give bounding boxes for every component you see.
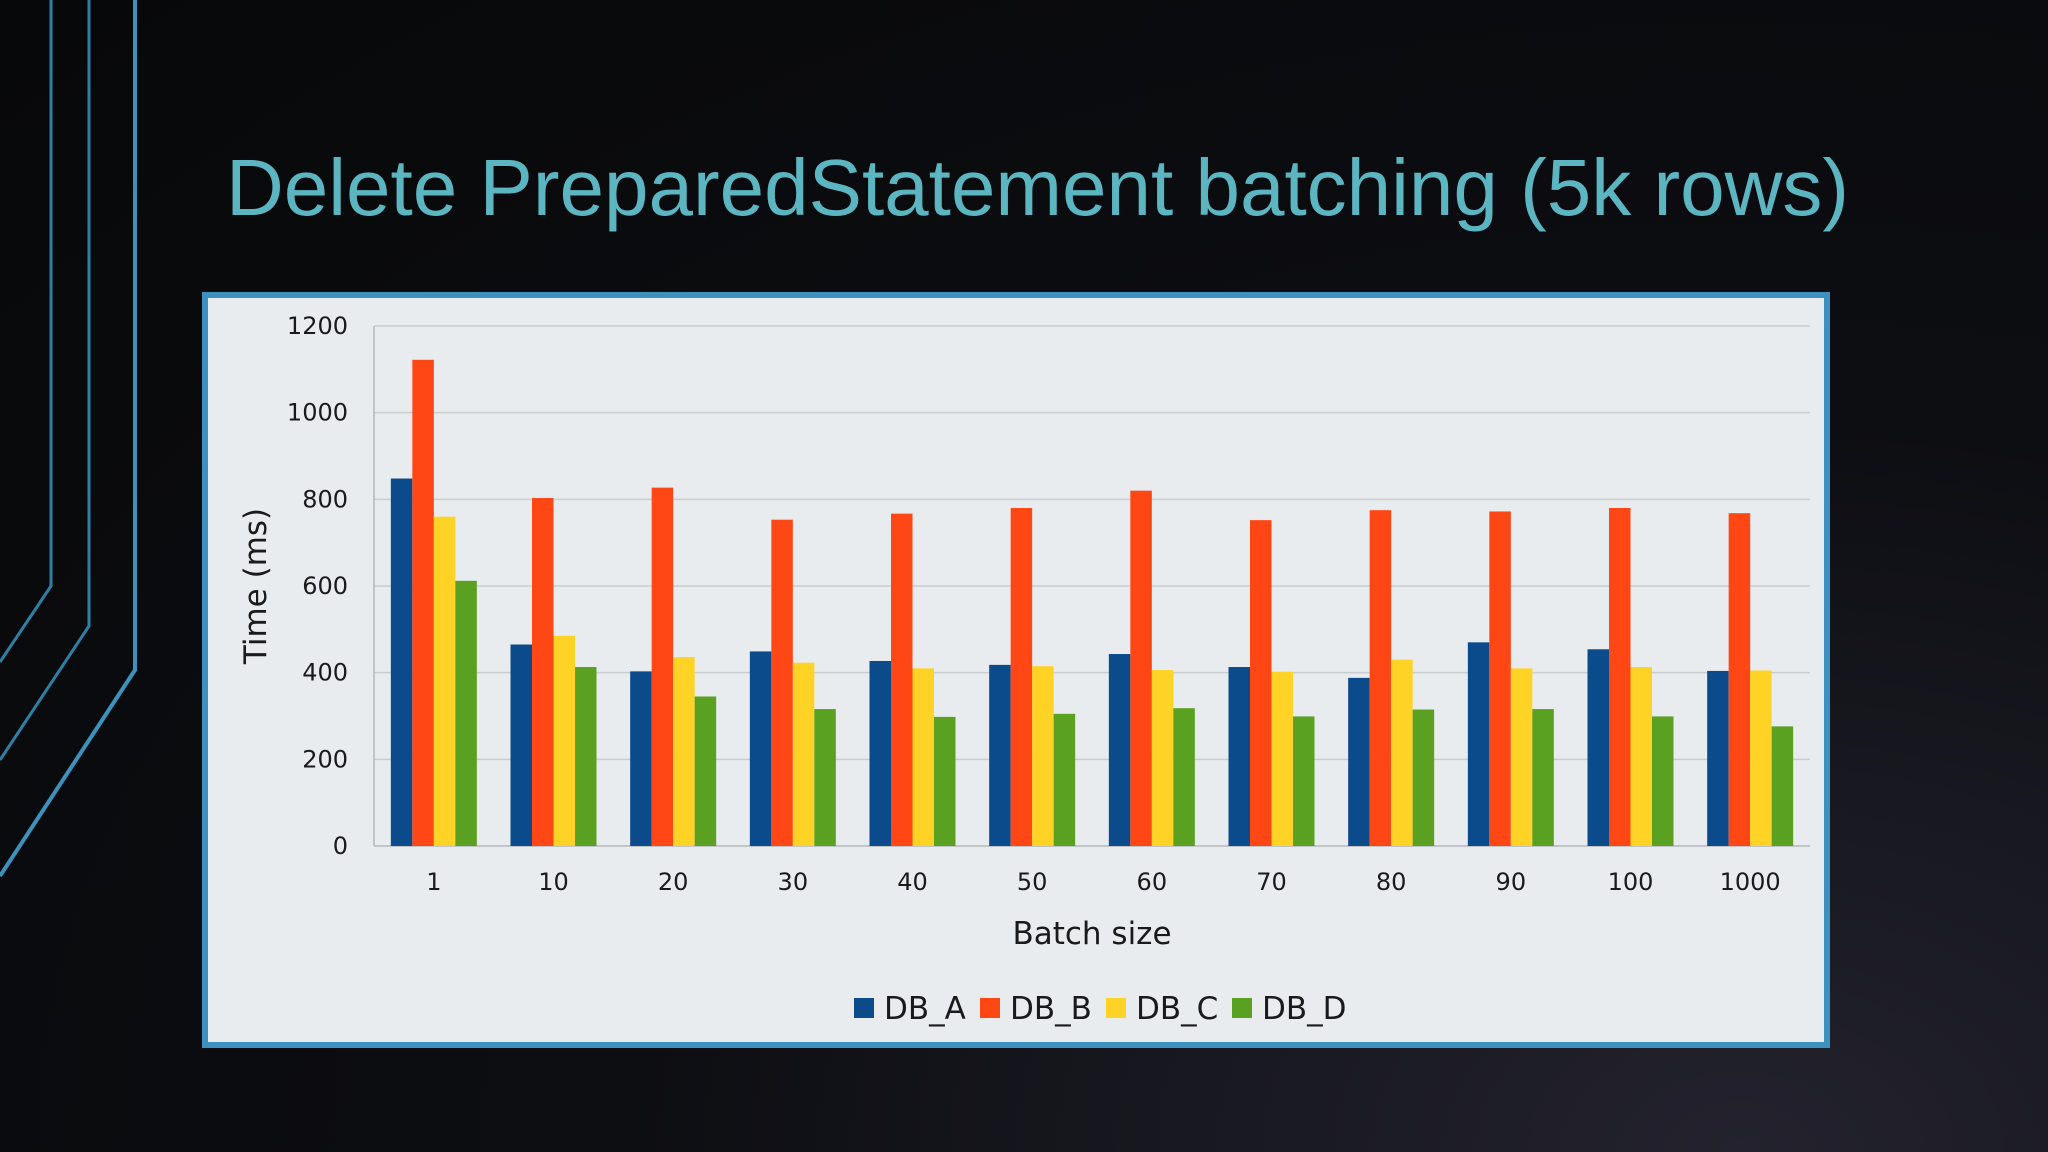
legend-label: DB_C (1136, 991, 1218, 1027)
bar-db-a (1228, 667, 1250, 846)
bar-db-a (749, 651, 772, 846)
bar-db-d (934, 716, 956, 846)
bar-db-c (673, 657, 695, 846)
bar-db-c (433, 516, 456, 846)
bar-db-d (455, 580, 477, 846)
y-tick-label: 1200 (287, 312, 348, 340)
bar-db-d (575, 667, 597, 846)
bar-db-b (1010, 508, 1033, 846)
bar-db-b (412, 359, 434, 846)
bar-db-c (792, 662, 815, 846)
legend-swatch-db-d (1232, 998, 1252, 1018)
bar-db-a (1467, 642, 1490, 846)
x-tick-label: 10 (538, 868, 569, 896)
bar-db-b (1250, 520, 1272, 846)
bar-db-d (694, 696, 717, 846)
bar-db-c (1510, 668, 1533, 846)
y-tick-label: 600 (302, 572, 348, 600)
y-tick-label: 800 (302, 485, 348, 513)
bar-db-b (1609, 508, 1631, 846)
bar-db-d (1293, 716, 1315, 846)
bar-db-d (1771, 726, 1794, 846)
bar-db-c (1750, 670, 1772, 846)
x-tick-label: 70 (1256, 868, 1287, 896)
bar-db-d (1412, 709, 1435, 846)
bar-chart: 0 200 400 600 800 1000 1200 1 10 20 30 40 50 60 70 80 90… (238, 312, 1810, 1027)
bar-db-b (1728, 513, 1751, 846)
bar-db-a (1348, 677, 1370, 846)
bar-db-b (1130, 490, 1152, 846)
legend-swatch-db-c (1106, 998, 1126, 1018)
bar-db-a (989, 664, 1011, 846)
bar-db-c (1032, 666, 1054, 846)
x-tick-label: 30 (778, 868, 809, 896)
x-tick-label: 80 (1376, 868, 1407, 896)
x-tick-label: 40 (897, 868, 928, 896)
bar-db-a (510, 644, 532, 846)
bar-db-c (912, 668, 934, 846)
x-tick-label: 90 (1496, 868, 1527, 896)
bar-db-d (1532, 709, 1554, 846)
bar-db-a (630, 671, 652, 846)
x-tick-label: 20 (658, 868, 689, 896)
x-tick-label: 100 (1608, 868, 1654, 896)
bar-db-d (1652, 716, 1674, 846)
bar-db-a (1587, 649, 1609, 846)
x-tick-label: 60 (1137, 868, 1168, 896)
slide-title: Delete PreparedStatement batching (5k ro… (226, 143, 1850, 232)
legend-label: DB_B (1010, 991, 1092, 1027)
bar-db-b (651, 487, 674, 846)
bar-db-c (553, 635, 575, 846)
x-axis-title: Batch size (1012, 916, 1171, 952)
y-tick-label: 0 (333, 832, 348, 860)
y-tick-label: 1000 (287, 399, 348, 427)
x-tick-label: 1000 (1720, 868, 1781, 896)
x-tick-label: 50 (1017, 868, 1048, 896)
bar-db-c (1271, 671, 1293, 846)
bar-db-b (1369, 510, 1392, 846)
bar-db-b (771, 519, 793, 846)
legend-label: DB_D (1262, 991, 1347, 1027)
bar-db-a (869, 660, 891, 846)
legend-swatch-db-b (980, 998, 1000, 1018)
bar-db-d (1173, 708, 1195, 846)
bar-db-a (390, 478, 413, 846)
bar-db-b (1489, 511, 1511, 846)
chart-frame: 0 200 400 600 800 1000 1200 1 10 20 30 40 50 60 70 80 90… (202, 292, 1830, 1048)
bar-db-a (1108, 654, 1131, 846)
legend-swatch-db-a (854, 998, 874, 1018)
bar-db-d (1053, 713, 1076, 846)
bar-db-c (1630, 667, 1652, 846)
bar-db-c (1391, 659, 1413, 846)
x-tick-label: 1 (426, 868, 441, 896)
bar-db-b (532, 498, 554, 846)
y-tick-label: 400 (302, 659, 348, 687)
bar-db-b (891, 513, 913, 846)
legend-label: DB_A (884, 991, 966, 1027)
bar-db-a (1707, 670, 1729, 846)
y-tick-label: 200 (302, 745, 348, 773)
bar-db-d (814, 709, 836, 846)
y-axis-title: Time (ms) (238, 508, 274, 665)
bar-db-c (1151, 670, 1174, 846)
